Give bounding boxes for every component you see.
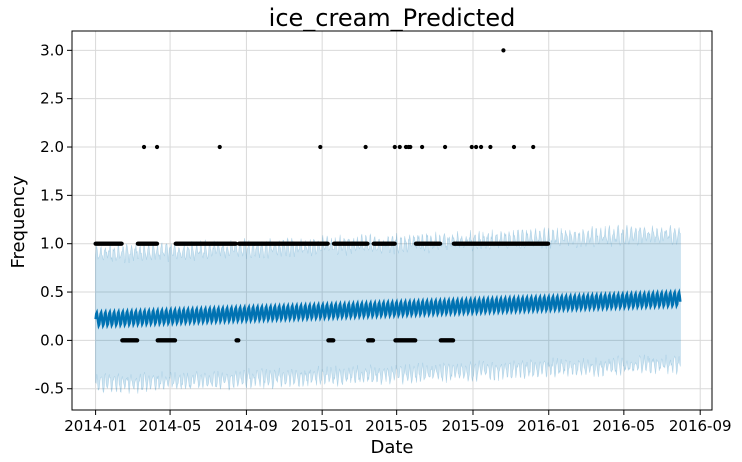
observed-point bbox=[365, 241, 370, 246]
yhat-line bbox=[94, 288, 682, 330]
observed-point bbox=[469, 144, 474, 150]
observed-point bbox=[438, 241, 443, 246]
x-tick-label: 2015-09 bbox=[442, 417, 505, 435]
x-axis-ticks: 2014-01 2014-05 2014-09 2015-01 2015-05 2015-… bbox=[64, 410, 732, 435]
observed-point bbox=[531, 144, 536, 150]
observed-point bbox=[233, 241, 238, 246]
x-tick-label: 2014-05 bbox=[139, 417, 202, 435]
y-tick-label: -0.5 bbox=[35, 380, 64, 398]
observed-point bbox=[501, 48, 506, 53]
observed-point bbox=[397, 144, 402, 150]
observed-point bbox=[413, 338, 418, 343]
observed-point bbox=[474, 144, 479, 150]
observed-points bbox=[93, 48, 551, 343]
y-tick-label: 0.0 bbox=[40, 331, 64, 349]
observed-point bbox=[318, 144, 323, 150]
observed-point bbox=[331, 338, 336, 343]
observed-point bbox=[135, 338, 140, 343]
observed-point bbox=[217, 144, 222, 150]
y-tick-label: 2.0 bbox=[40, 138, 64, 156]
observed-point bbox=[325, 241, 330, 246]
x-tick-label: 2015-05 bbox=[365, 417, 428, 435]
y-tick-label: 3.0 bbox=[40, 41, 64, 59]
observed-point bbox=[392, 241, 397, 246]
x-tick-label: 2016-05 bbox=[593, 417, 656, 435]
y-axis-ticks: -0.5 0.0 0.5 1.0 1.5 2.0 2.5 3.0 bbox=[35, 41, 72, 398]
observed-point bbox=[119, 241, 124, 246]
observed-point bbox=[478, 144, 484, 150]
x-tick-label: 2016-01 bbox=[517, 417, 580, 435]
observed-point bbox=[141, 144, 147, 150]
observed-point bbox=[546, 241, 551, 246]
observed-point bbox=[392, 144, 397, 150]
chart-title: ice_cream_Predicted bbox=[269, 4, 516, 32]
y-axis-label: Frequency bbox=[8, 175, 29, 268]
x-axis-label: Date bbox=[370, 437, 413, 458]
observed-point bbox=[442, 144, 448, 150]
observed-point bbox=[420, 144, 425, 150]
observed-point bbox=[363, 144, 368, 150]
observed-point bbox=[488, 144, 493, 150]
y-tick-label: 1.0 bbox=[40, 235, 64, 253]
x-tick-label: 2016-09 bbox=[669, 417, 732, 435]
forecast-line bbox=[94, 288, 682, 330]
observed-point bbox=[236, 338, 241, 343]
observed-point bbox=[511, 144, 517, 150]
plot-frame bbox=[71, 30, 713, 411]
y-tick-label: 2.5 bbox=[40, 90, 64, 108]
observed-point bbox=[370, 338, 376, 343]
observed-point bbox=[172, 338, 178, 343]
grid bbox=[72, 31, 712, 410]
observed-point bbox=[408, 144, 413, 150]
observed-point bbox=[154, 144, 160, 150]
x-tick-label: 2014-09 bbox=[215, 417, 278, 435]
x-tick-label: 2015-01 bbox=[291, 417, 354, 435]
observed-point bbox=[451, 338, 456, 343]
x-tick-label: 2014-01 bbox=[64, 417, 127, 435]
observed-point bbox=[154, 241, 160, 246]
y-tick-label: 1.5 bbox=[40, 186, 64, 204]
y-tick-label: 0.5 bbox=[40, 283, 64, 301]
